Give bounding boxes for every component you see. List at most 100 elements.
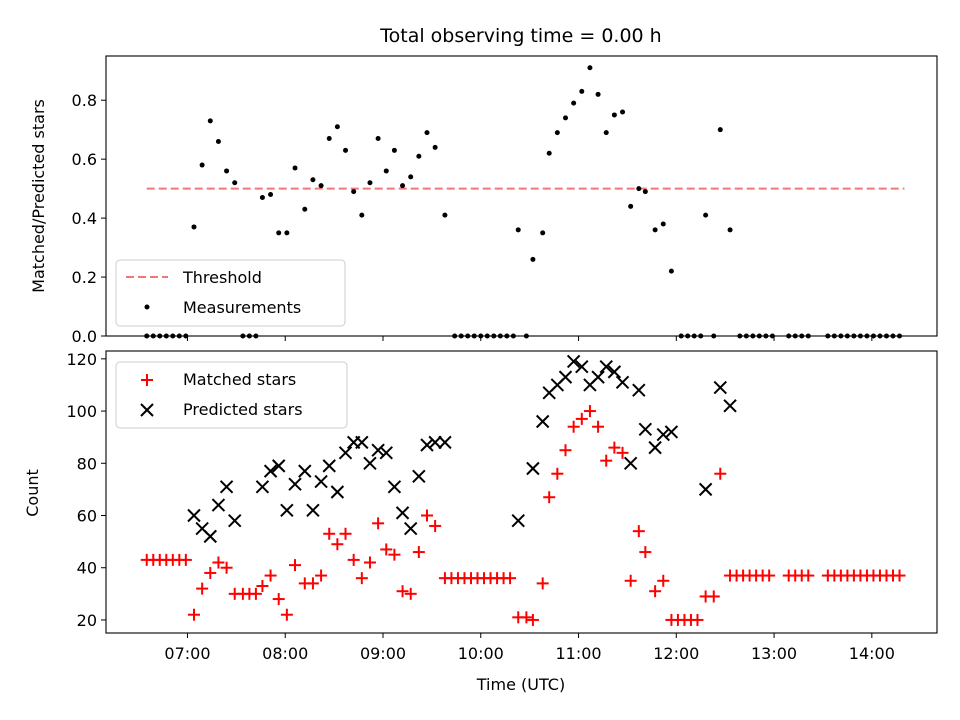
- measurement-point: [246, 333, 252, 339]
- matched-star-point: [204, 566, 217, 579]
- predicted-star-point: [656, 427, 670, 442]
- bottom-y-tick-label: 20: [77, 611, 97, 630]
- measurement-point: [554, 130, 560, 136]
- predicted-star-point: [338, 446, 353, 460]
- measurement-point: [883, 333, 889, 339]
- measurement-point: [799, 333, 805, 339]
- measurement-point: [150, 333, 156, 339]
- matched-star-point: [289, 559, 302, 572]
- measurement-point: [792, 333, 798, 339]
- predicted-star-point: [272, 459, 286, 473]
- matched-star-point: [212, 556, 225, 569]
- measurement-point: [652, 227, 658, 233]
- measurement-point: [756, 333, 762, 339]
- predicted-star-point: [664, 425, 679, 439]
- measurement-point: [857, 333, 863, 339]
- matched-star-point: [249, 587, 262, 600]
- predicted-star-point: [219, 480, 234, 494]
- matched-star-point: [420, 509, 433, 522]
- matched-star-point: [520, 611, 533, 624]
- measurement-point: [442, 212, 448, 218]
- measurement-point: [750, 333, 756, 339]
- predicted-star-point: [255, 480, 270, 494]
- predicted-star-point: [203, 529, 217, 544]
- bottom-y-tick-label: 100: [66, 402, 97, 421]
- top-axes-frame: [105, 55, 938, 337]
- top-legend-box: [115, 259, 346, 327]
- top-y-tick-label: 0.6: [72, 150, 97, 169]
- x-tick-label: 11:00: [555, 644, 601, 663]
- measurement-point: [523, 333, 529, 339]
- matched-star-point: [551, 467, 564, 480]
- measurement-point: [698, 333, 704, 339]
- matched-star-point: [380, 543, 393, 556]
- matched-star-point: [608, 441, 621, 454]
- measurement-point: [497, 333, 503, 339]
- measurement-point: [660, 221, 666, 227]
- matched-star-point: [616, 446, 629, 459]
- legend-matched-swatch: [141, 374, 153, 386]
- measurement-point: [232, 180, 238, 186]
- measurement-point: [292, 165, 298, 171]
- predicted-star-point: [403, 521, 418, 536]
- measurement-point: [176, 333, 182, 339]
- measurement-point: [484, 333, 490, 339]
- predicted-star-point: [615, 375, 630, 390]
- predicted-star-point: [591, 370, 605, 384]
- matched-star-point: [179, 553, 192, 566]
- matched-star-point: [802, 569, 815, 582]
- x-tick-label: 12:00: [653, 644, 699, 663]
- predicted-star-point: [638, 422, 653, 437]
- measurement-point: [375, 136, 381, 142]
- measurement-point: [685, 333, 691, 339]
- measurement-point: [170, 333, 176, 339]
- x-axis-label: Time (UTC): [476, 675, 565, 694]
- measurement-point: [546, 150, 552, 156]
- predicted-star-point: [713, 380, 727, 395]
- measurement-point: [890, 333, 896, 339]
- measurement-point: [711, 333, 717, 339]
- matched-star-point: [575, 412, 588, 425]
- x-tick-label: 14:00: [849, 644, 895, 663]
- top-y-tick-label: 0.2: [72, 268, 97, 287]
- matched-star-point: [404, 587, 417, 600]
- measurement-point: [416, 153, 422, 159]
- chart-title: Total observing time = 0.00 h: [379, 25, 661, 47]
- bottom-axes-frame: [105, 350, 938, 634]
- top-plot-area: 0.0 0.2 0.4 0.6 0.8: [72, 65, 905, 346]
- measurement-point: [157, 333, 163, 339]
- legend-measurements-label: Measurements: [183, 298, 301, 317]
- measurement-point: [620, 109, 626, 115]
- predicted-star-point: [623, 456, 638, 470]
- measurement-point: [743, 333, 749, 339]
- matched-star-point: [396, 585, 409, 598]
- measurement-point: [851, 333, 857, 339]
- predicted-star-point: [211, 498, 226, 512]
- measurement-point: [530, 256, 536, 262]
- predicted-star-point: [607, 365, 622, 379]
- matched-star-point: [187, 608, 200, 621]
- matched-star-point: [363, 556, 376, 569]
- matched-star-point: [657, 574, 670, 587]
- measurement-point: [838, 333, 844, 339]
- top-y-tick-label: 0.0: [72, 327, 97, 346]
- matched-star-point: [526, 613, 539, 626]
- measurement-point: [691, 333, 697, 339]
- measurement-point: [703, 212, 709, 218]
- predicted-star-point: [228, 514, 242, 528]
- predicted-star-point: [322, 459, 336, 473]
- matched-star-point: [315, 569, 328, 582]
- matched-star-point: [196, 582, 209, 595]
- measurement-point: [326, 136, 332, 142]
- measurement-point: [571, 100, 577, 106]
- predicted-star-point: [535, 414, 550, 429]
- measurement-point: [515, 227, 521, 233]
- predicted-star-point: [298, 464, 312, 478]
- measurement-point: [215, 138, 221, 144]
- measurement-point: [424, 130, 430, 136]
- matched-star-point: [220, 561, 233, 574]
- measurement-point: [825, 333, 831, 339]
- top-y-tick-label: 0.4: [72, 209, 97, 228]
- measurement-point: [408, 174, 414, 180]
- measurement-point: [334, 124, 340, 130]
